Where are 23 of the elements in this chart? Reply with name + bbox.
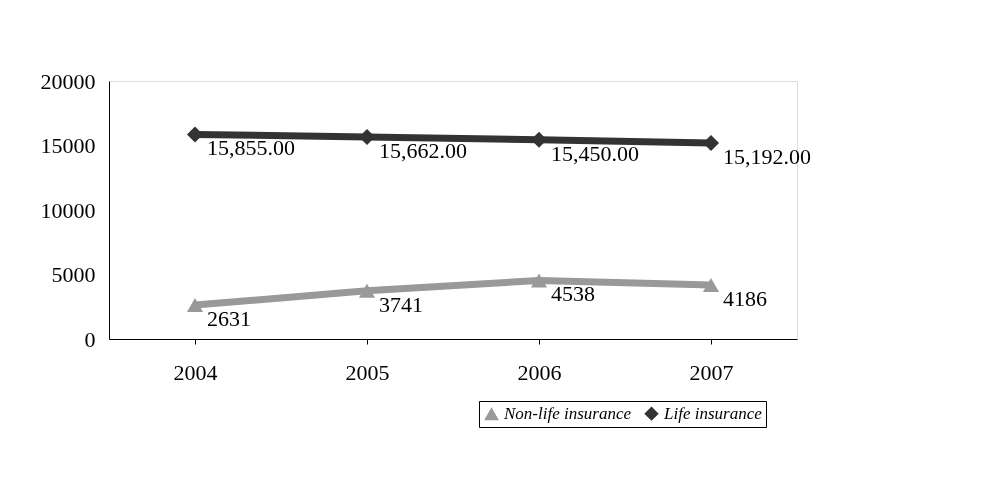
x-tick-label: 2005 (345, 359, 390, 385)
legend-label: Life insurance (663, 403, 763, 423)
point (186, 298, 204, 313)
point (530, 273, 548, 288)
y-tick-label: 0 (84, 326, 96, 352)
y-tick-label: 10000 (40, 197, 96, 223)
data-label: 4186 (723, 286, 767, 311)
x-tick-label: 2006 (517, 359, 562, 385)
data-label: 15,662.00 (379, 137, 467, 163)
legend-label: Non-life insurance (503, 404, 632, 424)
data-label: 3741 (379, 291, 423, 317)
point (702, 278, 720, 292)
point (358, 283, 376, 298)
data-label: 4538 (551, 281, 595, 307)
data-label: 15,450.00 (551, 140, 639, 166)
y-tick-label: 5000 (51, 262, 96, 287)
data-label: 15,192.00 (723, 144, 811, 170)
data-label: 15,855.00 (207, 135, 295, 161)
data-label: 2631 (207, 306, 251, 332)
x-tick-label: 2007 (689, 359, 734, 385)
y-tick-label: 15000 (40, 133, 96, 158)
y-tick-label: 20000 (40, 68, 96, 94)
x-tick-label: 2004 (173, 359, 218, 385)
